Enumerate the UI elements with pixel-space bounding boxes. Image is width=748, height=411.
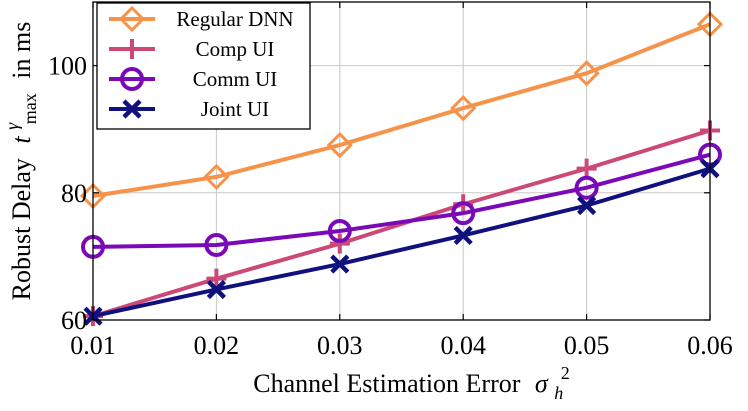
plot-frame	[92, 1, 711, 321]
y-tick-label: 60	[61, 306, 87, 335]
x-tick-label: 0.03	[317, 331, 363, 360]
y-axis-label-subscript: max	[20, 93, 40, 124]
data-point	[576, 158, 597, 179]
x-tick-label: 0.05	[564, 331, 610, 360]
cross-marker	[577, 195, 597, 216]
x-axis-label-text: Channel Estimation Error	[253, 369, 521, 398]
legend-label: Comm UI	[193, 67, 278, 91]
data-point	[330, 254, 350, 274]
legend-label: Joint UI	[201, 97, 269, 121]
y-tick-label: 100	[48, 52, 87, 81]
legend-entry: Joint UI	[109, 97, 269, 121]
series-joint-ui	[83, 159, 720, 326]
data-point	[327, 218, 352, 243]
legend-label: Comp UI	[196, 37, 275, 61]
diamond-marker	[118, 5, 146, 33]
diamond-marker	[203, 163, 230, 191]
diamond-marker	[450, 95, 477, 122]
circle-marker	[120, 67, 144, 91]
cross-marker	[330, 254, 350, 274]
circle-marker	[451, 201, 476, 226]
axis-ticks: 0.01 0.02 0.03 0.04 0.05 0.06 60 80 100	[48, 2, 733, 360]
series-line	[92, 152, 711, 249]
cross-marker	[453, 225, 473, 246]
x-axis-label-symbol: σ	[535, 369, 549, 398]
x-tick-label: 0.01	[70, 331, 116, 360]
legend-label: Regular DNN	[176, 7, 293, 31]
data-point	[577, 195, 597, 216]
data-point	[453, 225, 473, 246]
plus-marker	[329, 233, 350, 254]
legend-entry: Comm UI	[109, 67, 277, 91]
x-axis-label-subscript: h	[554, 383, 563, 403]
series-comm-ui	[81, 142, 722, 259]
circle-marker	[204, 232, 229, 257]
y-axis-label: Robust Delay t γ max in ms	[0, 22, 42, 301]
plus-marker	[206, 268, 227, 289]
y-axis-label-text: Robust Delay	[7, 158, 36, 300]
diamond-marker	[326, 131, 353, 159]
circle-marker	[574, 175, 599, 200]
plus-marker	[122, 39, 142, 59]
data-point	[203, 163, 230, 191]
data-point	[450, 95, 477, 122]
data-point	[574, 175, 599, 200]
plus-marker	[576, 158, 597, 179]
data-point	[206, 268, 227, 289]
legend: Regular DNN Comp UI Comm UI Joint UI	[96, 2, 311, 130]
series-line	[92, 22, 711, 198]
y-tick-label: 80	[61, 179, 87, 208]
x-tick-label: 0.06	[687, 331, 733, 360]
circle-marker	[327, 218, 352, 243]
data-point	[573, 60, 600, 87]
diamond-marker	[573, 60, 600, 87]
data-point	[451, 201, 476, 226]
cross-marker	[206, 279, 226, 300]
data-point	[204, 232, 229, 257]
y-axis-label-superscript: γ	[2, 122, 22, 130]
legend-entry: Comp UI	[109, 37, 274, 61]
cross-marker	[122, 99, 142, 119]
data-point	[329, 233, 350, 254]
data-point	[206, 279, 226, 300]
y-axis-label-unit: in ms	[7, 22, 36, 79]
x-axis-label: Channel Estimation Error σ h 2	[253, 363, 570, 405]
legend-entry: Regular DNN	[109, 5, 294, 33]
x-axis-label-superscript: 2	[561, 363, 570, 383]
x-tick-label: 0.04	[440, 331, 486, 360]
series-regular-dnn	[79, 11, 724, 210]
y-axis-label-symbol: t	[7, 136, 36, 144]
series-line	[92, 166, 711, 319]
data-point	[326, 131, 353, 159]
x-tick-label: 0.02	[194, 331, 240, 360]
